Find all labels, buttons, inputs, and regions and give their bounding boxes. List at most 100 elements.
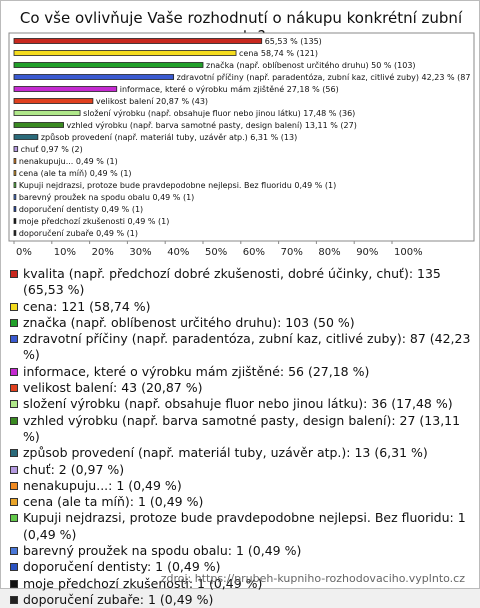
bar-label: chuť 0,97 % (2) [21,145,83,154]
bar [13,74,175,80]
legend-swatch [10,384,18,393]
legend-label: doporučení zubaře: 1 (0,49 %) [23,591,214,607]
chart: 65,53 % (135) cena 58,74 % (121) značka (n… [8,32,475,258]
bar [13,62,204,68]
bar-label: cena (ale ta míň) 0,49 % (1) [19,168,132,178]
legend-item: Kupuji nejdrazsi, protoze bude pravdepod… [9,510,471,543]
bar [13,182,17,188]
plot-area: 65,53 % (135) cena 58,74 % (121) značka (n… [13,37,471,238]
legend-item: cena (ale ta míň): 1 (0,49 %) [9,494,471,510]
legend-label: nenakupuju...: 1 (0,49 %) [23,477,182,493]
bar [13,146,19,152]
legend-swatch [10,318,18,327]
bar [13,158,17,164]
x-tick-label: 10% [54,247,76,258]
legend-label: vzhled výrobku (např. barva samotné past… [23,412,461,444]
bar [13,110,81,116]
legend-label: barevný proužek na spodu obalu: 1 (0,49 … [23,543,302,559]
legend-swatch [10,481,18,490]
bar-label: složení výrobku (např. obsahuje fluor ne… [83,109,355,118]
legend-item: složení výrobku (např. obsahuje fluor ne… [9,396,471,412]
bar-label: značka (např. oblíbenost určitého druhu)… [206,60,416,70]
bar-label: doporučení dentisty 0,49 % (1) [19,204,143,214]
x-tick-label: 40% [167,247,189,258]
bar-label: informace, které o výrobku mám zjištěné … [120,84,339,94]
legend-swatch [10,449,18,458]
legend-label: velikost balení: 43 (20,87 %) [23,380,203,396]
bar-label: barevný proužek na spodu obalu 0,49 % (1… [19,193,194,202]
legend-item: moje předchozí zkušenosti: 1 (0,49 %) [9,576,471,592]
legend-item: chuť: 2 (0,97 %) [9,462,471,478]
legend-label: cena (ale ta míň): 1 (0,49 %) [23,494,204,510]
legend-label: zdravotní příčiny (např. paradentóza, zu… [23,331,471,363]
legend-item: kvalita (např. předchozí dobré zkušenost… [9,266,471,299]
legend-label: způsob provedení (např. materiál tuby, u… [23,445,428,461]
legend-item: doporučení dentisty: 1 (0,49 %) [9,559,471,575]
source-note: zdroj: https://prubeh-kupniho-rozhodovac… [160,572,465,585]
legend-swatch [10,595,18,604]
legend-label: chuť: 2 (0,97 %) [23,461,125,477]
legend-item: nenakupuju...: 1 (0,49 %) [9,478,471,494]
x-tick-label: 20% [92,247,114,258]
bar [13,170,17,176]
legend-label: informace, které o výrobku mám zjištěné:… [23,363,370,379]
legend-label: doporučení dentisty: 1 (0,49 %) [23,559,221,575]
bar-label: nenakupuju... 0,49 % (1) [19,157,118,166]
bar-label: vzhled výrobku (např. barva samotné past… [67,120,357,130]
legend-label: moje předchozí zkušenosti: 1 (0,49 %) [23,575,263,591]
x-tick-label: 60% [243,247,265,258]
legend-swatch [10,465,18,474]
bar-label: cena 58,74 % (121) [239,49,318,58]
legend-swatch [10,335,18,344]
bar [13,218,17,224]
bar [13,86,118,92]
bar-label: 65,53 % (135) [265,37,322,46]
bar-label: způsob provedení (např. materiál tuby, u… [41,132,297,142]
legend-item: značka (např. oblíbenost určitého druhu)… [9,315,471,331]
legend-item: doporučení zubaře: 1 (0,49 %) [9,592,471,608]
legend: kvalita (např. předchozí dobré zkušenost… [9,266,471,608]
legend-swatch [10,547,18,556]
legend-swatch [10,367,18,376]
legend-label: značka (např. oblíbenost určitého druhu)… [23,314,355,330]
legend-swatch [10,302,18,311]
legend-swatch [10,270,18,278]
x-tick-label: 80% [318,247,340,258]
bar [13,194,17,200]
legend-label: Kupuji nejdrazsi, protoze bude pravdepod… [23,510,466,542]
legend-label: cena: 121 (58,74 %) [23,298,151,314]
legend-item: cena: 121 (58,74 %) [9,299,471,315]
legend-label: kvalita (např. předchozí dobré zkušenost… [23,266,441,298]
legend-label: složení výrobku (např. obsahuje fluor ne… [23,396,453,412]
legend-swatch [10,400,18,409]
x-tick-label: 0% [16,247,32,258]
legend-swatch [10,498,18,507]
legend-item: barevný proužek na spodu obalu: 1 (0,49 … [9,543,471,559]
x-tick-label: 70% [281,247,303,258]
legend-swatch [10,579,18,588]
legend-swatch [10,563,18,572]
legend-item: velikost balení: 43 (20,87 %) [9,380,471,396]
bar-label: moje předchozí zkušenosti 0,49 % (1) [19,216,170,226]
bar [13,98,94,104]
legend-item: způsob provedení (např. materiál tuby, u… [9,445,471,461]
legend-item: zdravotní příčiny (např. paradentóza, zu… [9,331,471,364]
x-tick-label: 100% [394,247,423,258]
bar-label: Kupuji nejdrazsi, protoze bude pravdepod… [19,181,336,190]
x-tick-label: 90% [356,247,378,258]
legend-swatch [10,514,18,523]
bar-label: doporučení zubaře 0,49 % (1) [19,228,138,238]
x-tick-label: 30% [129,247,151,258]
bar [13,38,263,44]
legend-item: informace, které o výrobku mám zjištěné:… [9,364,471,380]
bar [13,134,39,140]
legend-item: vzhled výrobku (např. barva samotné past… [9,413,471,446]
bar-label: velikost balení 20,87 % (43) [96,97,208,106]
x-tick-label: 50% [205,247,227,258]
bar [13,206,17,212]
bar-label: zdravotní příčiny (např. paradentóza, zu… [177,72,471,82]
bar [13,230,17,236]
bar [13,122,64,128]
legend-swatch [10,416,18,425]
